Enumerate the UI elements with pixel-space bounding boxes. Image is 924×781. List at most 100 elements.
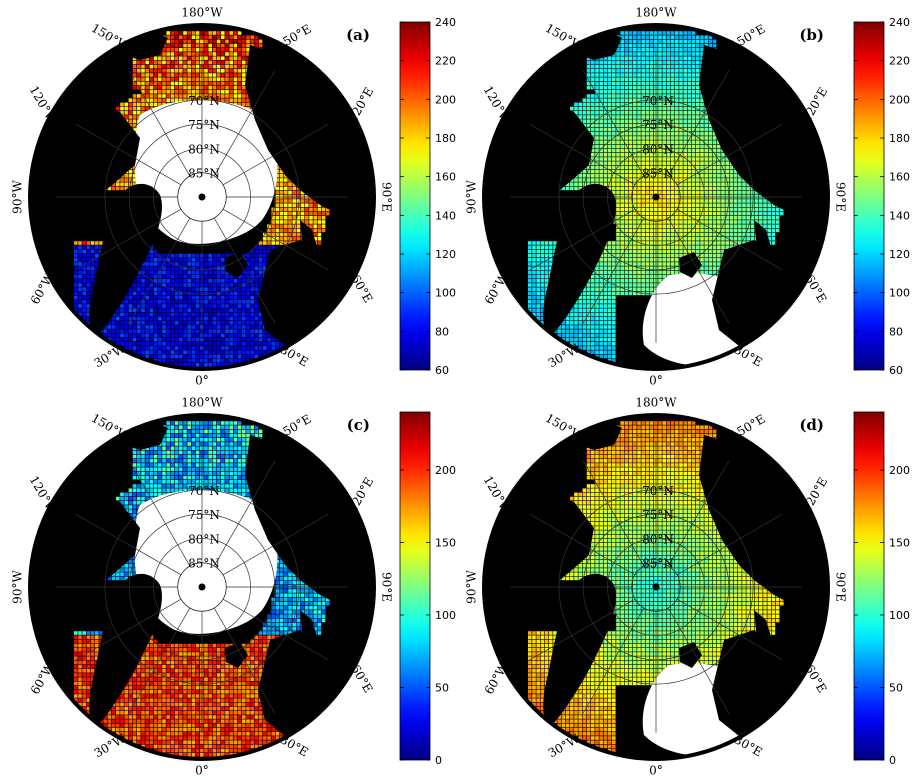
meridian-label: 60°E [348,272,375,305]
meridian-label: 90°E [380,182,394,212]
meridian-label: 180°W [635,6,677,20]
meridian-label: 30°E [278,732,311,759]
colorbar-tick-label: 150 [435,537,456,550]
parallel-label: 80°N [188,142,220,156]
meridian-label: 120°E [799,475,830,515]
landmass [245,435,372,605]
colorbar-tick-label: 60 [889,364,903,377]
meridian-label: 90°W [11,180,25,214]
landmass [754,220,772,258]
meridian-label: 150°E [274,22,314,53]
colorbar-tick-label: 150 [889,537,910,550]
landmass [486,100,594,210]
colorbar-tick-label: 200 [889,464,910,477]
colorbar-tick-label: 140 [435,209,456,222]
colorbar-tick-label: 240 [889,16,910,29]
graticule [510,51,802,343]
graticule [56,441,348,733]
landmass [543,183,616,338]
meridian-label: 90°W [465,180,479,214]
panel-c: 70°N 75°N 80°N 85°N 180°W 150°W 150°E 120°W 120°… [0,390,462,780]
meridian-label: 120°E [799,85,830,125]
meridian-label: 30°W [92,731,129,760]
colorbar [853,21,885,371]
meridian-label: 180°W [181,396,223,410]
meridian-label: 60°W [28,270,57,307]
colorbar-tick-label: 160 [435,171,456,184]
landmass [679,642,702,668]
panel-d: 70°N 75°N 80°N 85°N 180°W 150°W 150°E 120°W 120°… [454,390,916,780]
colorbar-tick-label: 100 [435,287,456,300]
colorbar-tick-label: 160 [889,171,910,184]
meridian-label: 90°W [465,570,479,604]
north-pole-marker [652,193,660,201]
colorbar-tick-label: 120 [435,248,456,261]
colorbar-tick-label: 200 [435,93,456,106]
graticule [56,51,348,343]
colorbar-tick-label: 100 [435,609,456,622]
landmass [245,45,372,215]
meridian-label: 90°W [11,570,25,604]
landmass [699,435,826,605]
parallel-label: 75°N [188,118,220,132]
parallel-label: 85°N [188,557,220,571]
landmass [699,45,826,215]
meridian-label: 90°E [834,572,848,602]
landmass [32,490,140,600]
panel-label: (c) [347,416,370,434]
panel-a: 70°N 75°N 80°N 85°N 180°W 150°W 150°E 120°W 120°… [0,0,462,390]
meridian-label: 150°W [89,411,132,444]
parallel-label: 80°N [642,532,674,546]
meridian-label: 150°E [728,412,768,443]
landmass [225,642,248,668]
meridian-label: 0° [649,374,663,388]
north-pole-marker [198,583,206,591]
meridian-label: 150°W [543,411,586,444]
parallel-label: 70°N [642,94,674,108]
colorbar-tick-label: 50 [889,682,903,695]
meridian-label: 150°W [543,21,586,54]
meridian-label: 90°E [834,182,848,212]
panel-label: (d) [799,416,824,434]
meridian-label: 0° [195,764,209,778]
meridian-label: 60°W [482,660,511,697]
parallel-label: 80°N [188,532,220,546]
meridian-label: 60°W [28,660,57,697]
meridian-label: 60°E [348,662,375,695]
colorbar-tick-label: 200 [889,93,910,106]
panel-b: 70°N 75°N 80°N 85°N 180°W 150°W 150°E 120°W 120°… [454,0,916,390]
landmass [300,220,318,258]
parallel-label: 85°N [642,557,674,571]
colorbar-tick-label: 220 [435,55,456,68]
panel-label: (b) [799,26,824,44]
parallel-label: 70°N [642,484,674,498]
parallel-label: 70°N [188,484,220,498]
colorbar-tick-label: 100 [889,287,910,300]
landmass [89,183,162,338]
colorbar-tick-label: 140 [889,209,910,222]
colorbar-tick-label: 240 [435,16,456,29]
meridian-label: 120°E [345,85,376,125]
colorbar-tick-label: 0 [889,754,896,767]
meridian-label: 0° [195,374,209,388]
landmass [89,573,162,728]
parallel-label: 85°N [642,167,674,181]
meridian-label: 90°E [380,572,394,602]
landmass [300,610,318,648]
meridian-label: 30°W [546,341,583,370]
colorbar-tick-label: 80 [889,325,903,338]
colorbar-tick-label: 50 [435,682,449,695]
meridian-label: 0° [649,764,663,778]
meridian-label: 150°E [274,412,314,443]
colorbar-tick-label: 180 [889,132,910,145]
colorbar [399,21,431,371]
colorbar-tick-label: 180 [435,132,456,145]
parallel-label: 80°N [642,142,674,156]
meridian-label: 30°W [92,341,129,370]
parallel-label: 75°N [188,508,220,522]
landmass [543,573,616,728]
meridian-label: 180°W [635,396,677,410]
